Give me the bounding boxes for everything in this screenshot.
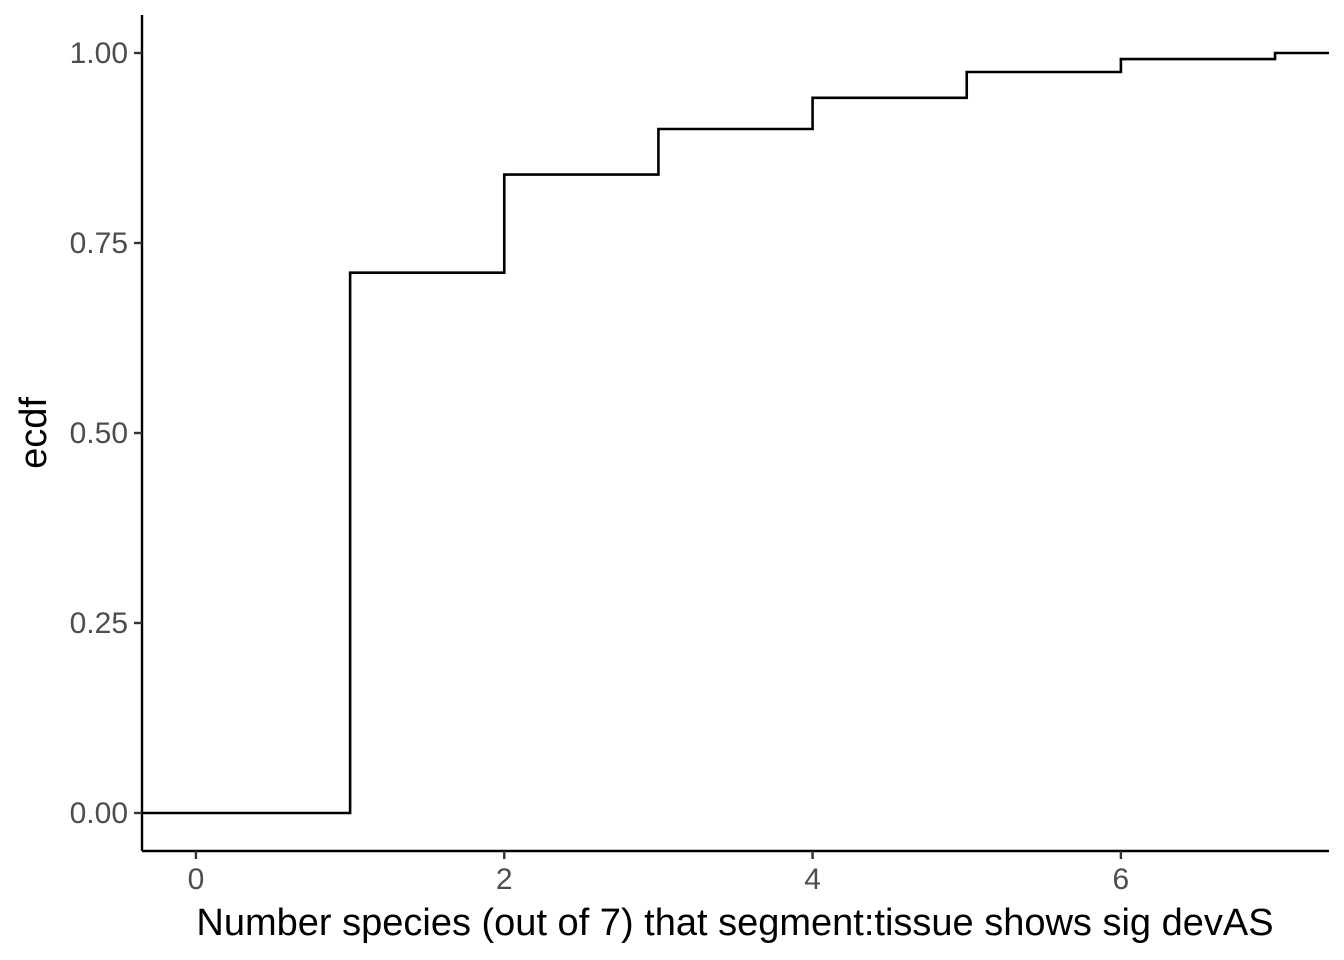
y-axis-title: ecdf (13, 397, 55, 469)
y-tick-label: 0.25 (70, 607, 128, 640)
y-tick-label: 0.75 (70, 227, 128, 260)
ecdf-step-layer (142, 51, 1329, 815)
y-axis-ticks: 0.00 0.25 0.50 0.75 1.00 (70, 37, 142, 830)
x-axis-ticks: 0 2 4 6 (188, 851, 1130, 896)
x-axis-title: Number species (out of 7) that segment:t… (196, 902, 1273, 944)
x-tick-label: 0 (188, 863, 205, 896)
ecdf-series-line (142, 51, 1329, 815)
x-tick-label: 2 (496, 863, 513, 896)
x-tick-label: 6 (1113, 863, 1130, 896)
y-tick-label: 0.00 (70, 797, 128, 830)
x-tick-label: 4 (804, 863, 821, 896)
y-tick-label: 1.00 (70, 37, 128, 70)
y-tick-label: 0.50 (70, 417, 128, 450)
